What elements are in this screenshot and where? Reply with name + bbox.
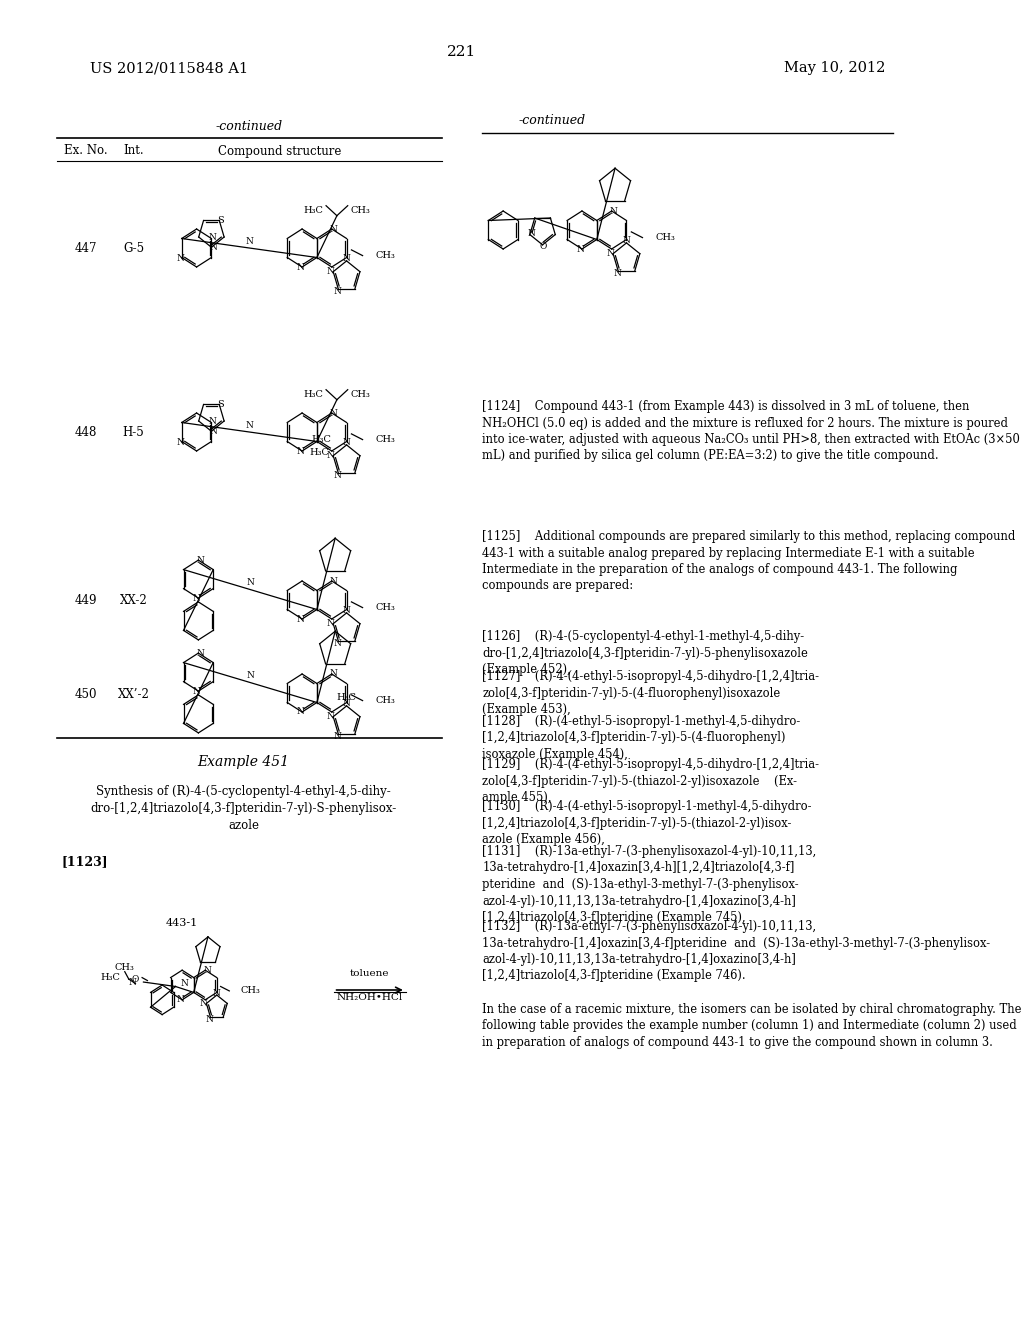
Text: N: N	[343, 438, 350, 447]
Text: [1130]    (R)-4-(4-ethyl-5-isopropyl-1-methyl-4,5-dihydro-
[1,2,4]triazolo[4,3-f: [1130] (R)-4-(4-ethyl-5-isopropyl-1-meth…	[482, 800, 812, 846]
Text: N: N	[203, 966, 211, 974]
Text: N: N	[296, 615, 304, 623]
Text: [1129]    (R)-4-(4-ethyl-5-isopropyl-4,5-dihydro-[1,2,4]tria-
zolo[4,3-f]pteridi: [1129] (R)-4-(4-ethyl-5-isopropyl-4,5-di…	[482, 758, 819, 804]
Text: N: N	[343, 606, 350, 615]
Text: N: N	[246, 236, 253, 246]
Text: -continued: -continued	[216, 120, 283, 132]
Text: O: O	[540, 243, 547, 251]
Text: N: N	[193, 594, 201, 603]
Text: N: N	[334, 286, 341, 296]
Text: CH₃: CH₃	[655, 234, 675, 242]
Text: -continued: -continued	[518, 114, 586, 127]
Text: N: N	[623, 236, 631, 246]
Text: S: S	[217, 216, 223, 224]
Text: CH₃: CH₃	[115, 962, 135, 972]
Text: N: N	[177, 253, 184, 263]
Text: N: N	[330, 408, 338, 417]
Text: [1127]    (R)-4-(4-ethyl-5-isopropyl-4,5-dihydro-[1,2,4]tria-
zolo[4,3-f]pteridi: [1127] (R)-4-(4-ethyl-5-isopropyl-4,5-di…	[482, 671, 819, 715]
Text: Ex. No.: Ex. No.	[63, 144, 108, 157]
Text: N: N	[246, 421, 253, 429]
Text: N: N	[577, 244, 584, 253]
Text: N: N	[180, 979, 188, 987]
Text: N: N	[209, 426, 217, 436]
Text: N: N	[208, 234, 216, 242]
Text: N: N	[296, 446, 304, 455]
Text: N: N	[129, 978, 137, 986]
Text: N: N	[609, 206, 617, 215]
Text: N: N	[213, 989, 221, 998]
Text: N: N	[327, 267, 335, 276]
Text: N: N	[343, 255, 350, 264]
Text: N: N	[334, 639, 341, 648]
Text: [1132]    (R)-13a-ethyl-7-(3-phenylisoxazol-4-yl)-10,11,13,
13a-tetrahydro-[1,4]: [1132] (R)-13a-ethyl-7-(3-phenylisoxazol…	[482, 920, 990, 982]
Text: Example 451: Example 451	[198, 755, 290, 770]
Text: [1128]    (R)-(4-ethyl-5-isopropyl-1-methyl-4,5-dihydro-
[1,2,4]triazolo[4,3-f]p: [1128] (R)-(4-ethyl-5-isopropyl-1-methyl…	[482, 715, 801, 762]
Text: 448: 448	[75, 425, 97, 438]
Text: N: N	[208, 417, 216, 426]
Text: N: N	[247, 671, 254, 680]
Text: NH₂OH•HCl: NH₂OH•HCl	[337, 993, 402, 1002]
Text: N: N	[193, 686, 201, 696]
Text: N: N	[206, 1015, 213, 1023]
Text: 447: 447	[75, 242, 97, 255]
Text: N: N	[247, 578, 254, 587]
Text: 450: 450	[75, 689, 97, 701]
Text: N: N	[613, 268, 622, 277]
Text: N: N	[200, 999, 208, 1008]
Text: 221: 221	[447, 45, 476, 59]
Text: N: N	[606, 249, 614, 259]
Text: CH₃: CH₃	[375, 251, 395, 260]
Text: H₃C: H₃C	[303, 206, 324, 215]
Text: N: N	[330, 669, 338, 678]
Text: H₃C: H₃C	[303, 391, 324, 399]
Text: Int.: Int.	[123, 144, 143, 157]
Text: H₃C: H₃C	[337, 693, 356, 702]
Text: N: N	[334, 731, 341, 741]
Text: H-5: H-5	[123, 425, 144, 438]
Text: Compound structure: Compound structure	[218, 144, 341, 157]
Text: N: N	[209, 243, 217, 252]
Text: N: N	[197, 648, 204, 657]
Text: [1123]: [1123]	[61, 855, 108, 869]
Text: [1126]    (R)-4-(5-cyclopentyl-4-ethyl-1-methyl-4,5-dihy-
dro-[1,2,4]triazolo[4,: [1126] (R)-4-(5-cyclopentyl-4-ethyl-1-me…	[482, 630, 808, 676]
Text: N: N	[334, 471, 341, 479]
Text: N: N	[343, 700, 350, 709]
Text: [1125]    Additional compounds are prepared similarly to this method, replacing : [1125] Additional compounds are prepared…	[482, 531, 1016, 593]
Text: May 10, 2012: May 10, 2012	[784, 61, 886, 75]
Text: US 2012/0115848 A1: US 2012/0115848 A1	[90, 61, 248, 75]
Text: N: N	[197, 556, 204, 565]
Text: CH₃: CH₃	[240, 986, 260, 995]
Text: N: N	[176, 995, 184, 1005]
Text: N: N	[296, 708, 304, 717]
Text: [1131]    (R)-13a-ethyl-7-(3-phenylisoxazol-4-yl)-10,11,13,
13a-tetrahydro-[1,4]: [1131] (R)-13a-ethyl-7-(3-phenylisoxazol…	[482, 845, 817, 924]
Text: CH₃: CH₃	[375, 436, 395, 444]
Text: N: N	[527, 230, 536, 238]
Text: CH₃: CH₃	[350, 206, 371, 215]
Text: N: N	[327, 713, 335, 721]
Text: H₃C: H₃C	[310, 449, 330, 457]
Text: 449: 449	[75, 594, 97, 606]
Text: N: N	[327, 451, 335, 461]
Text: 443-1: 443-1	[166, 917, 199, 928]
Text: toluene: toluene	[350, 969, 389, 978]
Text: [1124]    Compound 443-1 (from Example 443) is dissolved in 3 mL of toluene, the: [1124] Compound 443-1 (from Example 443)…	[482, 400, 1020, 462]
Text: XX-2: XX-2	[120, 594, 147, 606]
Text: H₃C: H₃C	[101, 973, 121, 982]
Text: XX’-2: XX’-2	[118, 689, 150, 701]
Text: Synthesis of (R)-4-(5-cyclopentyl-4-ethyl-4,5-dihy-
dro-[1,2,4]triazolo[4,3-f]pt: Synthesis of (R)-4-(5-cyclopentyl-4-ethy…	[90, 785, 396, 832]
Text: N: N	[177, 438, 184, 447]
Text: In the case of a racemic mixture, the isomers can be isolated by chiral chromato: In the case of a racemic mixture, the is…	[482, 1003, 1022, 1049]
Text: H₃C: H₃C	[311, 434, 332, 444]
Text: G-5: G-5	[123, 242, 144, 255]
Text: O: O	[132, 974, 139, 983]
Text: N: N	[327, 619, 335, 628]
Text: N: N	[296, 263, 304, 272]
Text: N: N	[330, 577, 338, 586]
Text: N: N	[330, 224, 338, 234]
Text: CH₃: CH₃	[375, 603, 395, 612]
Text: CH₃: CH₃	[375, 696, 395, 705]
Text: CH₃: CH₃	[350, 391, 371, 399]
Text: S: S	[217, 400, 223, 409]
